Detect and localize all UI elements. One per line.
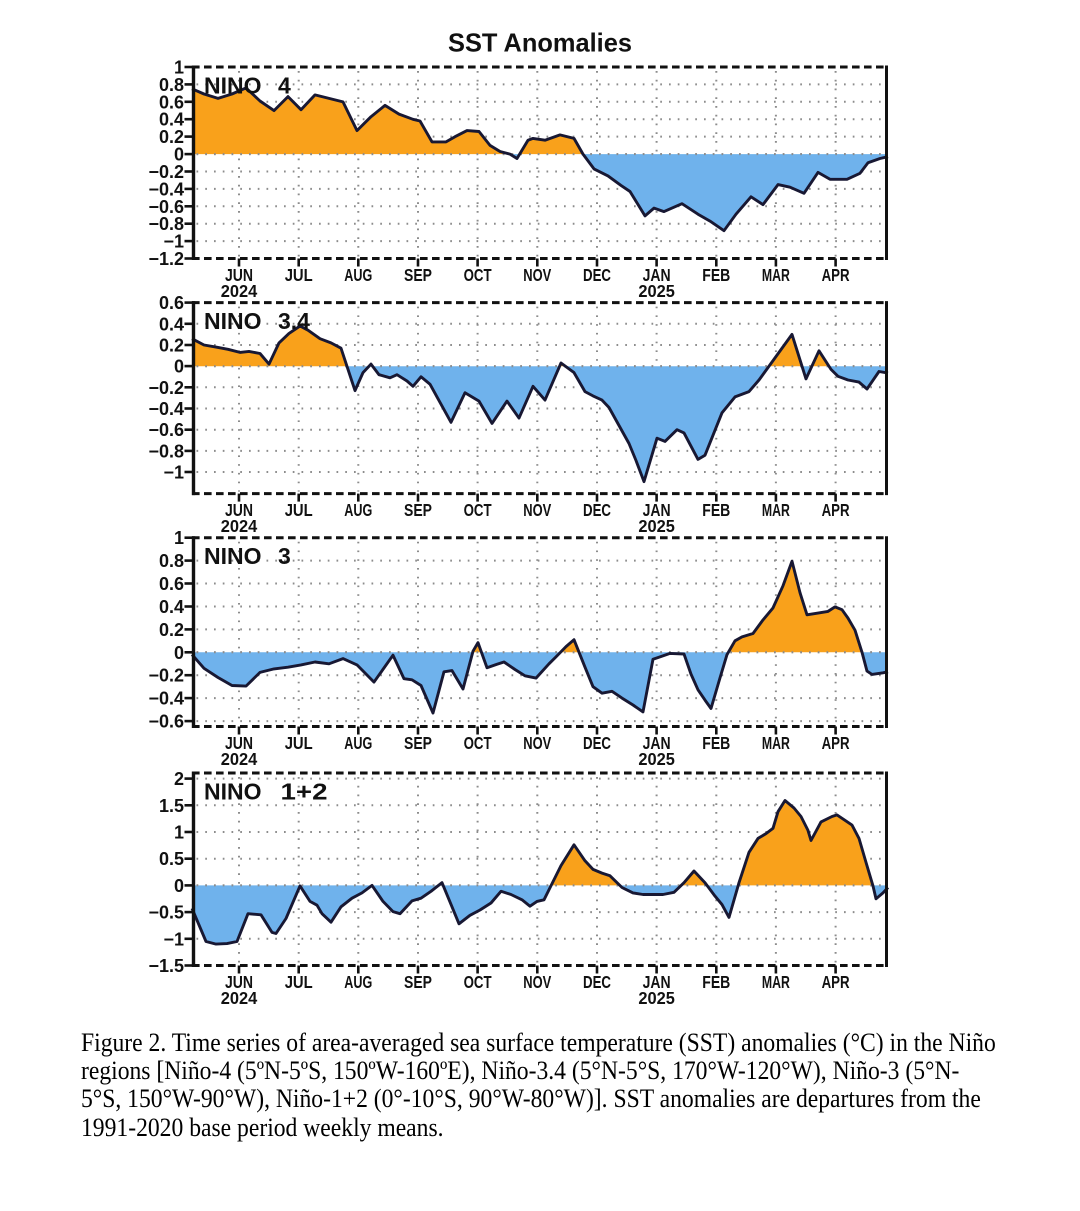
svg-text:SEP: SEP — [404, 265, 432, 285]
svg-text:AUG: AUG — [344, 500, 372, 520]
svg-text:−0.8: −0.8 — [148, 441, 184, 461]
svg-text:JUL: JUL — [285, 500, 313, 520]
svg-text:−0.2: −0.2 — [148, 666, 184, 686]
svg-text:DEC: DEC — [583, 972, 611, 992]
svg-text:−1.2: −1.2 — [148, 249, 184, 269]
svg-text:APR: APR — [822, 972, 850, 992]
svg-text:0.8: 0.8 — [159, 75, 184, 95]
svg-text:0.5: 0.5 — [159, 849, 184, 869]
svg-text:2025: 2025 — [638, 281, 675, 301]
svg-text:FEB: FEB — [702, 500, 730, 520]
svg-text:OCT: OCT — [464, 265, 492, 285]
svg-text:OCT: OCT — [464, 500, 492, 520]
svg-text:1: 1 — [174, 823, 184, 843]
svg-text:−1: −1 — [163, 929, 184, 949]
svg-text:−0.4: −0.4 — [148, 689, 184, 709]
svg-text:NOV: NOV — [523, 972, 551, 992]
svg-text:2024: 2024 — [221, 281, 258, 301]
svg-text:FEB: FEB — [702, 265, 730, 285]
svg-text:−1: −1 — [163, 232, 184, 252]
svg-text:0.8: 0.8 — [159, 551, 184, 571]
svg-text:−1.5: −1.5 — [148, 956, 184, 976]
svg-text:3: 3 — [278, 543, 291, 569]
svg-text:−0.5: −0.5 — [148, 903, 184, 923]
svg-text:NOV: NOV — [523, 733, 551, 753]
svg-text:NINO: NINO — [204, 72, 262, 98]
svg-text:APR: APR — [822, 733, 850, 753]
svg-text:APR: APR — [822, 265, 850, 285]
svg-text:1+2: 1+2 — [281, 778, 328, 804]
svg-text:MAR: MAR — [762, 972, 790, 992]
svg-text:−0.4: −0.4 — [148, 179, 184, 199]
svg-text:NINO: NINO — [204, 778, 262, 804]
svg-text:APR: APR — [822, 500, 850, 520]
svg-text:MAR: MAR — [762, 265, 790, 285]
svg-text:OCT: OCT — [464, 733, 492, 753]
svg-text:NINO: NINO — [204, 543, 262, 569]
svg-text:AUG: AUG — [344, 972, 372, 992]
svg-text:JAN: JAN — [643, 972, 671, 992]
svg-text:0.2: 0.2 — [159, 336, 184, 356]
svg-text:DEC: DEC — [583, 265, 611, 285]
svg-text:JAN: JAN — [643, 265, 671, 285]
svg-text:MAR: MAR — [762, 500, 790, 520]
svg-text:2024: 2024 — [221, 516, 258, 536]
svg-text:DEC: DEC — [583, 500, 611, 520]
svg-text:2025: 2025 — [638, 749, 675, 769]
svg-text:2: 2 — [174, 769, 184, 789]
svg-text:2025: 2025 — [638, 516, 675, 536]
svg-text:−0.6: −0.6 — [148, 420, 184, 440]
svg-text:2024: 2024 — [221, 988, 258, 1008]
svg-text:NOV: NOV — [523, 265, 551, 285]
svg-text:DEC: DEC — [583, 733, 611, 753]
svg-text:1: 1 — [174, 528, 184, 548]
svg-text:JAN: JAN — [643, 733, 671, 753]
svg-text:AUG: AUG — [344, 733, 372, 753]
svg-text:NINO: NINO — [204, 308, 262, 334]
svg-text:−0.6: −0.6 — [148, 712, 184, 732]
svg-text:4: 4 — [278, 72, 291, 98]
svg-text:JUL: JUL — [285, 733, 313, 753]
svg-text:−0.4: −0.4 — [148, 399, 184, 419]
svg-text:MAR: MAR — [762, 733, 790, 753]
svg-text:1: 1 — [174, 58, 184, 78]
svg-text:0: 0 — [174, 643, 184, 663]
svg-text:NOV: NOV — [523, 500, 551, 520]
svg-text:1.5: 1.5 — [159, 796, 184, 816]
svg-text:0.4: 0.4 — [159, 314, 184, 334]
svg-text:FEB: FEB — [702, 733, 730, 753]
svg-text:JUN: JUN — [225, 500, 253, 520]
svg-text:SEP: SEP — [404, 972, 432, 992]
svg-text:0.6: 0.6 — [159, 293, 184, 313]
svg-text:0.2: 0.2 — [159, 620, 184, 640]
svg-text:JUL: JUL — [285, 265, 313, 285]
svg-text:0.6: 0.6 — [159, 574, 184, 594]
svg-text:JUN: JUN — [225, 265, 253, 285]
svg-text:0.4: 0.4 — [159, 597, 184, 617]
svg-text:SEP: SEP — [404, 500, 432, 520]
svg-text:−0.2: −0.2 — [148, 162, 184, 182]
svg-text:2025: 2025 — [638, 988, 675, 1008]
svg-text:0: 0 — [174, 145, 184, 165]
svg-text:FEB: FEB — [702, 972, 730, 992]
svg-text:JUN: JUN — [225, 733, 253, 753]
svg-text:0: 0 — [174, 876, 184, 896]
svg-text:−0.8: −0.8 — [148, 214, 184, 234]
svg-text:OCT: OCT — [464, 972, 492, 992]
svg-text:0.4: 0.4 — [159, 110, 184, 130]
svg-text:AUG: AUG — [344, 265, 372, 285]
svg-text:0.6: 0.6 — [159, 92, 184, 112]
svg-text:3.4: 3.4 — [278, 308, 310, 334]
svg-text:JAN: JAN — [643, 500, 671, 520]
svg-text:−0.6: −0.6 — [148, 197, 184, 217]
svg-text:2024: 2024 — [221, 749, 258, 769]
svg-text:SEP: SEP — [404, 733, 432, 753]
svg-text:−1: −1 — [163, 463, 184, 483]
svg-text:0.2: 0.2 — [159, 127, 184, 147]
svg-text:−0.2: −0.2 — [148, 378, 184, 398]
svg-text:0: 0 — [174, 357, 184, 377]
svg-text:SST Anomalies: SST Anomalies — [448, 28, 632, 58]
svg-text:JUN: JUN — [225, 972, 253, 992]
svg-text:JUL: JUL — [285, 972, 313, 992]
